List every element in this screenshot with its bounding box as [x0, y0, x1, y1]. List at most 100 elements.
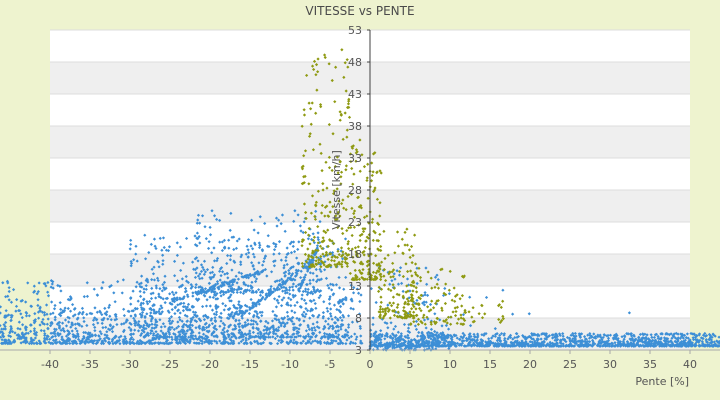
- scatter-point: [487, 339, 491, 344]
- scatter-point: [694, 335, 698, 339]
- scatter-point: [209, 277, 213, 281]
- scatter-point: [127, 325, 131, 330]
- scatter-point: [709, 341, 714, 345]
- scatter-point: [286, 303, 290, 307]
- scatter-point: [303, 335, 308, 339]
- scatter-point: [14, 304, 19, 308]
- scatter-point: [354, 250, 358, 254]
- scatter-point: [371, 342, 375, 346]
- scatter-point: [181, 339, 185, 344]
- scatter-point: [306, 247, 310, 251]
- scatter-point: [228, 299, 232, 303]
- scatter-point: [256, 328, 260, 332]
- scatter-point: [157, 341, 161, 346]
- scatter-point: [603, 333, 607, 337]
- scatter-point: [293, 326, 297, 330]
- scatter-point: [113, 335, 117, 340]
- scatter-point: [695, 334, 699, 338]
- scatter-point: [42, 282, 46, 286]
- scatter-point: [355, 335, 359, 339]
- scatter-point: [355, 252, 359, 257]
- scatter-point: [262, 335, 266, 339]
- scatter-point: [67, 320, 71, 324]
- scatter-point: [395, 338, 399, 343]
- scatter-point: [687, 344, 691, 348]
- scatter-point: [219, 316, 223, 320]
- scatter-point: [380, 317, 384, 321]
- scatter-point: [636, 343, 641, 348]
- scatter-point: [197, 297, 201, 301]
- scatter-point: [385, 343, 389, 347]
- scatter-point: [253, 275, 257, 279]
- scatter-point: [250, 218, 254, 222]
- scatter-point: [82, 330, 86, 335]
- scatter-point: [300, 297, 304, 301]
- scatter-point: [700, 339, 704, 344]
- scatter-point: [356, 245, 360, 249]
- scatter-point: [347, 226, 351, 230]
- scatter-point: [614, 333, 618, 338]
- scatter-point: [331, 327, 335, 331]
- scatter-point: [152, 308, 156, 312]
- scatter-point: [448, 269, 452, 273]
- scatter-point: [67, 339, 71, 343]
- scatter-point: [417, 306, 422, 311]
- scatter-point: [652, 339, 656, 343]
- scatter-point: [230, 335, 234, 339]
- scatter-point: [253, 309, 257, 314]
- scatter-point: [29, 304, 34, 308]
- scatter-point: [304, 312, 308, 316]
- scatter-point: [154, 284, 158, 288]
- scatter-point: [203, 294, 207, 298]
- scatter-point: [584, 341, 588, 345]
- scatter-point: [253, 242, 257, 247]
- scatter-point: [643, 340, 647, 344]
- scatter-point: [369, 344, 374, 348]
- scatter-point: [388, 301, 392, 305]
- scatter-point: [449, 334, 453, 338]
- scatter-point: [545, 335, 549, 339]
- scatter-point: [142, 308, 146, 312]
- scatter-point: [324, 252, 329, 256]
- scatter-point: [392, 286, 396, 290]
- scatter-point: [197, 324, 202, 328]
- scatter-point: [233, 278, 237, 282]
- scatter-point: [407, 248, 412, 252]
- scatter-point: [395, 292, 399, 296]
- scatter-point: [335, 307, 339, 312]
- scatter-point: [170, 325, 174, 330]
- scatter-point: [345, 135, 349, 139]
- scatter-point: [247, 311, 251, 316]
- scatter-point: [302, 154, 306, 158]
- scatter-point: [414, 345, 418, 349]
- scatter-point: [276, 301, 281, 305]
- scatter-point: [233, 260, 237, 264]
- scatter-point: [194, 291, 199, 295]
- scatter-point: [134, 307, 138, 311]
- scatter-point: [109, 318, 113, 322]
- scatter-point: [239, 290, 243, 294]
- scatter-point: [222, 308, 226, 312]
- scatter-point: [105, 330, 109, 334]
- scatter-point: [501, 288, 505, 292]
- scatter-point: [184, 323, 188, 327]
- scatter-point: [461, 313, 466, 317]
- scatter-point: [434, 320, 438, 324]
- scatter-point: [499, 331, 504, 336]
- scatter-point: [418, 345, 422, 349]
- scatter-point: [318, 142, 322, 146]
- scatter-point: [668, 344, 672, 348]
- scatter-point: [302, 113, 307, 117]
- scatter-point: [717, 335, 720, 339]
- scatter-point: [151, 291, 155, 295]
- scatter-point: [162, 336, 166, 340]
- scatter-point: [423, 341, 427, 345]
- scatter-point: [340, 298, 345, 302]
- scatter-point: [423, 322, 427, 326]
- scatter-point: [626, 332, 630, 336]
- scatter-point: [259, 332, 263, 336]
- scatter-point: [417, 266, 421, 270]
- scatter-point: [350, 206, 354, 211]
- scatter-point: [57, 326, 61, 330]
- scatter-point: [521, 341, 526, 345]
